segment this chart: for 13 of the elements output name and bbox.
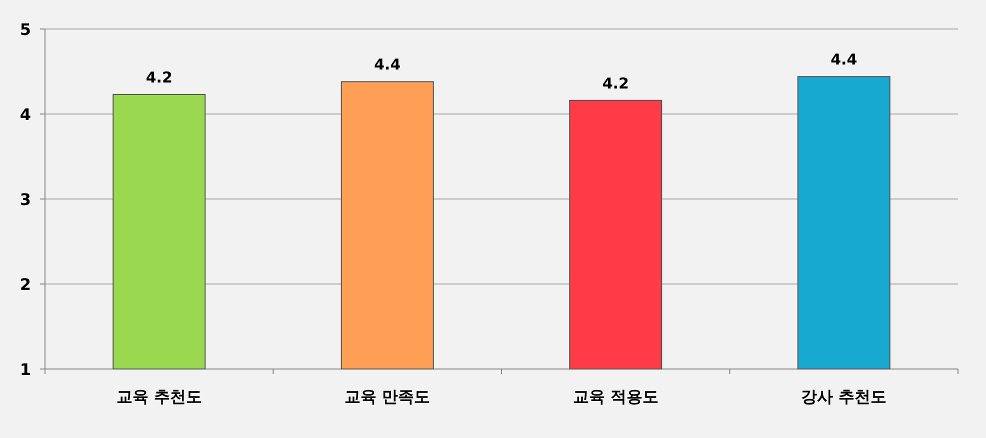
y-tick-label: 1 — [20, 360, 31, 379]
data-label: 4.4 — [830, 50, 858, 69]
data-label: 4.2 — [146, 68, 172, 86]
y-tick-label: 5 — [20, 20, 31, 39]
y-tick-label: 2 — [20, 275, 31, 294]
x-tick-label: 교육 추천도 — [116, 387, 202, 406]
x-tick-label: 교육 적용도 — [572, 387, 658, 406]
x-tick-label: 강사 추천도 — [801, 387, 887, 406]
y-tick-label: 3 — [20, 190, 31, 209]
x-tick-label: 교육 만족도 — [344, 387, 430, 406]
data-label: 4.4 — [374, 56, 401, 74]
y-tick-label: 4 — [20, 105, 31, 124]
data-label: 4.2 — [602, 74, 629, 92]
